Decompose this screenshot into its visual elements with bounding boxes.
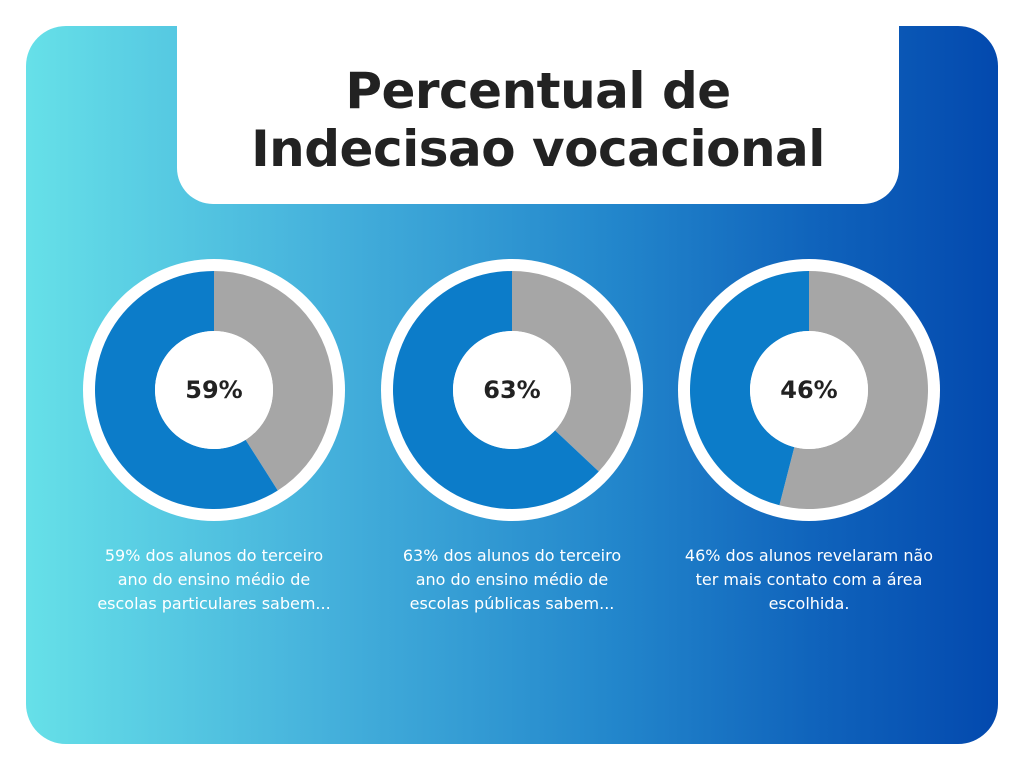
donut-center-hole xyxy=(155,331,273,449)
title-banner: Percentual de Indecisao vocacional xyxy=(177,26,899,204)
caption-2: 63% dos alunos do terceiro ano do ensino… xyxy=(402,546,622,613)
donut-value-label-3: 46% xyxy=(780,376,838,404)
title-line-2: Indecisao vocacional xyxy=(251,120,825,178)
donut-svg-2 xyxy=(381,259,643,521)
donut-chart-2: 63% xyxy=(381,259,643,521)
donut-slice-remainder xyxy=(779,271,928,509)
title-line-1: Percentual de xyxy=(345,62,731,120)
caption-1: 59% dos alunos do terceiro ano do ensino… xyxy=(97,546,331,613)
donut-chart-1: 59% xyxy=(83,259,345,521)
donut-value-label-2: 63% xyxy=(483,376,541,404)
donut-slice-primary xyxy=(95,271,278,509)
caption-3: 46% dos alunos revelaram não ter mais co… xyxy=(684,546,934,613)
donut-slice-primary xyxy=(393,271,599,509)
donut-center-hole xyxy=(750,331,868,449)
donut-svg-1 xyxy=(83,259,345,521)
donut-chart-3: 46% xyxy=(678,259,940,521)
donut-center-hole xyxy=(453,331,571,449)
donut-slice-remainder xyxy=(512,271,631,472)
donut-slice-primary xyxy=(689,271,809,506)
donut-slice-remainder xyxy=(214,271,334,491)
donut-value-label-1: 59% xyxy=(185,376,243,404)
donut-svg-3 xyxy=(678,259,940,521)
